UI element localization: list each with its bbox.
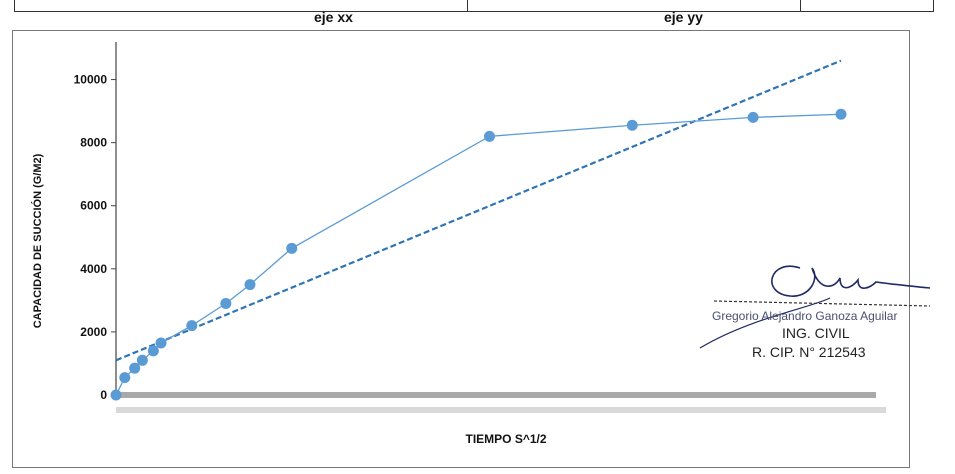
signature-name: Gregorio Alejandro Ganoza Aguilar (712, 309, 898, 323)
data-point (220, 298, 232, 310)
data-point (155, 337, 167, 349)
x-axis-shadow (116, 407, 886, 413)
chart-frame: 0 2000 4000 6000 8000 10000 CAPACIDAD DE SUCC… (12, 30, 910, 468)
data-point (186, 320, 198, 332)
signature-scribble (699, 265, 931, 349)
header-x-axis-label: eje xx (314, 9, 353, 25)
data-point (747, 111, 759, 123)
signature-title: ING. CIVIL (782, 325, 850, 341)
trendline-dashed (115, 59, 842, 362)
x-axis-title: TIEMPO S^1/2 (465, 432, 546, 446)
data-point (835, 108, 847, 120)
y-tick-label: 0 (100, 388, 107, 402)
y-tick-label: 4000 (80, 262, 107, 276)
data-point (147, 345, 159, 357)
y-tick-label: 2000 (80, 325, 107, 339)
data-point (286, 242, 298, 254)
data-series (110, 108, 847, 401)
data-point (119, 372, 131, 384)
y-tick-labels: 0 2000 4000 6000 8000 10000 (74, 73, 116, 402)
chart-canvas: 0 2000 4000 6000 8000 10000 CAPACIDAD DE SUCC… (31, 42, 886, 446)
data-point (244, 279, 256, 291)
data-point (129, 362, 141, 374)
data-point (136, 354, 148, 366)
header-y-axis-label: eje yy (664, 9, 703, 25)
header-divider (800, 0, 801, 11)
y-tick-label: 6000 (80, 199, 107, 213)
header-divider (467, 0, 468, 11)
chart-axes (115, 42, 886, 413)
data-point (110, 389, 122, 401)
trendline (115, 59, 842, 362)
signature-registration: R. CIP. N° 212543 (752, 344, 866, 360)
data-point (483, 130, 495, 142)
y-tick-label: 8000 (80, 136, 107, 150)
y-tick-label: 10000 (74, 73, 108, 87)
x-axis-line (116, 392, 876, 398)
y-axis-title: CAPACIDAD DE SUCCIÓN (G/M2) (31, 153, 44, 328)
data-point (626, 119, 638, 131)
header-table-border (14, 0, 934, 12)
